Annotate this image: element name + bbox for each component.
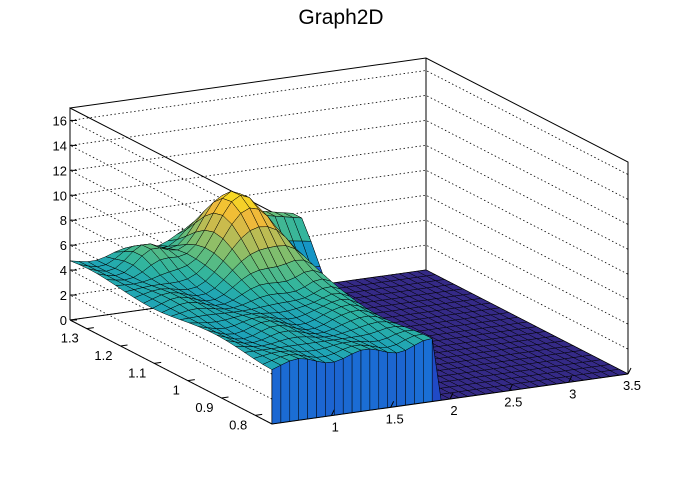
z-tick-label: 0 (60, 313, 67, 328)
y-tick-label: 0.9 (195, 400, 213, 415)
surface-skirt (289, 358, 299, 422)
surface-skirt (387, 352, 397, 409)
y-tick (120, 344, 128, 347)
surface-skirt (360, 348, 371, 412)
y-tick-label: 1.3 (61, 331, 79, 346)
x-tick-label: 3 (569, 386, 576, 401)
grid-line (68, 194, 629, 350)
surface-skirt (271, 364, 282, 425)
grid-line (68, 70, 629, 225)
surface-skirt (307, 358, 317, 420)
grid-line (68, 94, 629, 250)
surface-skirt (414, 340, 424, 405)
x-tick-label: 1 (332, 420, 339, 435)
surface-skirt (316, 360, 326, 419)
z-tick-label: 14 (53, 138, 67, 153)
surface-skirt (423, 338, 433, 404)
y-tick-label: 1 (173, 383, 180, 398)
x-tick (508, 384, 513, 391)
y-tick-label: 1.2 (94, 348, 112, 363)
surface-skirt (334, 358, 344, 416)
grid-line (68, 144, 629, 300)
axes: 1 1.5 2 2.5 3 3.5 0.8 0.9 1 1.1 1.2 1.3 0 2 4 6 8 10 12 14 1… (53, 114, 642, 435)
surface-mesh (69, 190, 629, 425)
y-axis-line (69, 319, 273, 425)
z-tick-label: 2 (60, 288, 67, 303)
surface-skirt (369, 348, 380, 411)
surface-skirt (325, 361, 335, 417)
x-tick (568, 376, 573, 383)
y-tick (255, 413, 263, 416)
z-tick-label: 10 (53, 188, 67, 203)
x-tick-label: 2.5 (504, 395, 522, 410)
surface-skirt (342, 353, 353, 415)
surface-skirt (378, 350, 388, 410)
back-wall-edge (69, 57, 629, 374)
grid-line (68, 169, 629, 325)
grid-line (68, 219, 629, 375)
surface-skirt (351, 349, 362, 414)
y-tick (221, 396, 229, 399)
y-tick-label: 1.1 (128, 365, 146, 380)
z-tick-label: 16 (53, 114, 67, 129)
x-tick (390, 401, 395, 408)
y-tick (187, 379, 195, 382)
z-tick-label: 8 (60, 213, 67, 228)
x-tick (449, 392, 454, 400)
y-tick-label: 0.8 (229, 417, 247, 432)
surface-skirt (405, 345, 415, 406)
x-tick-label: 1.5 (386, 411, 404, 426)
x-tick-label: 3.5 (623, 378, 641, 393)
x-tick (330, 409, 335, 416)
surface-skirt (280, 360, 291, 424)
surface-skirt (396, 350, 406, 407)
grid-line (68, 244, 629, 400)
chart-title: Graph2D (298, 6, 383, 29)
z-tick-label: 12 (53, 163, 67, 178)
x-tick (627, 367, 632, 375)
surface-skirt (298, 358, 308, 421)
x-tick-label: 2 (450, 403, 457, 418)
grid-line (68, 119, 629, 275)
y-tick (86, 327, 94, 330)
z-tick-label: 4 (60, 263, 67, 278)
z-tick-label: 6 (60, 238, 67, 253)
y-tick (154, 361, 162, 364)
